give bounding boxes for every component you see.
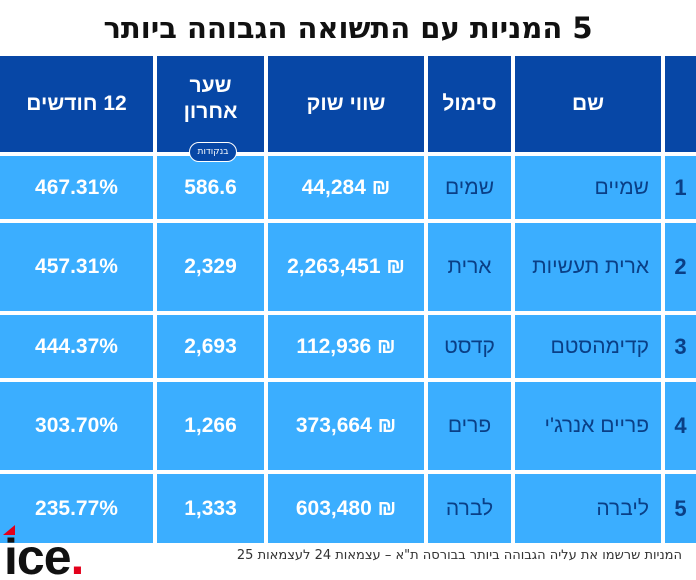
header-name-label: שם <box>571 92 605 115</box>
symbol-cell: פרים <box>428 382 511 470</box>
rank-cell: 5 <box>665 474 696 543</box>
twelve-months-cell: 444.37% <box>0 315 153 378</box>
rank-header-cell <box>665 56 696 152</box>
header-market-value-label: שווי שוק <box>306 92 386 115</box>
market-value-cell: ₪ 373,664 <box>268 382 424 470</box>
name-cell: ליברה <box>515 474 661 543</box>
name-cell: שמיים <box>515 156 661 219</box>
symbol-cell: לברה <box>428 474 511 543</box>
page-title: 5 המניות עם התשואה הגבוהה ביותר <box>103 11 593 45</box>
header-12-months-label: 12 חודשים <box>26 92 127 115</box>
ice-logo: ice. <box>4 529 85 580</box>
last-price-cell: 2,329 <box>157 223 264 311</box>
last-price-cell: 1,266 <box>157 382 264 470</box>
symbol-cell: שמים <box>428 156 511 219</box>
symbol-cell: קדסט <box>428 315 511 378</box>
name-cell: ארית תעשיות <box>515 223 661 311</box>
twelve-months-cell: 303.70% <box>0 382 153 470</box>
header-last-price: שער אחרון <box>157 56 264 152</box>
rank-cell: 2 <box>665 223 696 311</box>
market-value-cell: ₪ 112,936 <box>268 315 424 378</box>
stocks-table: שם סימול שווי שוק שער אחרון בנקודות 12 ח… <box>0 56 696 543</box>
logo-dot: . <box>70 529 85 580</box>
twelve-months-cell: 457.31% <box>0 223 153 311</box>
header-market-value: שווי שוק <box>268 56 424 152</box>
header-name: שם <box>515 56 661 152</box>
footnote: המניות שרשמו את עליה הגבוהה ביותר בבורסה… <box>236 548 682 563</box>
last-price-cell: 2,693 <box>157 315 264 378</box>
header-12-months: 12 חודשים <box>0 56 153 152</box>
footer: ice. המניות שרשמו את עליה הגבוהה ביותר ב… <box>0 525 696 580</box>
market-value-cell: ₪ 603,480 <box>268 474 424 543</box>
market-value-cell: ₪ 44,284 <box>268 156 424 219</box>
header-symbol: סימול <box>428 56 511 152</box>
last-price-cell: 586.6 <box>157 156 264 219</box>
name-cell: קדימהסטם <box>515 315 661 378</box>
logo-accent-icon <box>3 525 15 535</box>
market-value-cell: ₪ 2,263,451 <box>268 223 424 311</box>
header-last-price-label: שער אחרון <box>183 74 238 123</box>
header-symbol-label: סימול <box>442 92 497 115</box>
rank-cell: 3 <box>665 315 696 378</box>
last-price-cell: 1,333 <box>157 474 264 543</box>
rank-cell: 1 <box>665 156 696 219</box>
symbol-cell: ארית <box>428 223 511 311</box>
twelve-months-cell: 235.77% <box>0 474 153 543</box>
rank-cell: 4 <box>665 382 696 470</box>
twelve-months-cell: 467.31% <box>0 156 153 219</box>
name-cell: פריים אנרג'י <box>515 382 661 470</box>
units-badge: בנקודות <box>189 142 237 162</box>
logo-text: ice <box>4 529 72 580</box>
